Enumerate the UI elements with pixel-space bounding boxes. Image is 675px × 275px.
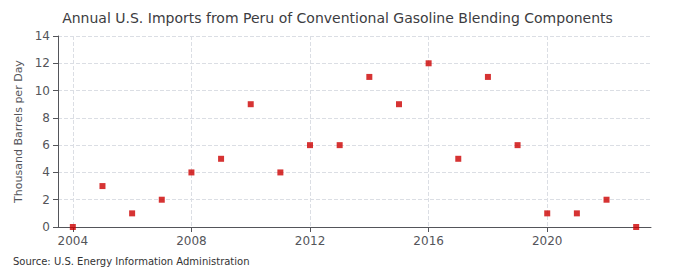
svg-text:2016: 2016 [413,234,444,248]
svg-text:8: 8 [42,111,50,125]
svg-text:2004: 2004 [58,234,89,248]
svg-text:Thousand Barrels per Day: Thousand Barrels per Day [12,60,25,204]
svg-text:2012: 2012 [295,234,326,248]
svg-text:14: 14 [35,29,50,43]
svg-text:2008: 2008 [176,234,207,248]
svg-text:2020: 2020 [532,234,563,248]
svg-text:6: 6 [42,138,50,152]
svg-text:2: 2 [42,193,50,207]
svg-text:12: 12 [35,56,50,70]
svg-text:0: 0 [42,220,50,234]
svg-text:Source: U.S. Energy Informatio: Source: U.S. Energy Information Administ… [13,256,250,267]
svg-text:4: 4 [42,165,50,179]
svg-text:10: 10 [35,84,50,98]
svg-text:Annual U.S. Imports from Peru: Annual U.S. Imports from Peru of Convent… [62,10,613,26]
